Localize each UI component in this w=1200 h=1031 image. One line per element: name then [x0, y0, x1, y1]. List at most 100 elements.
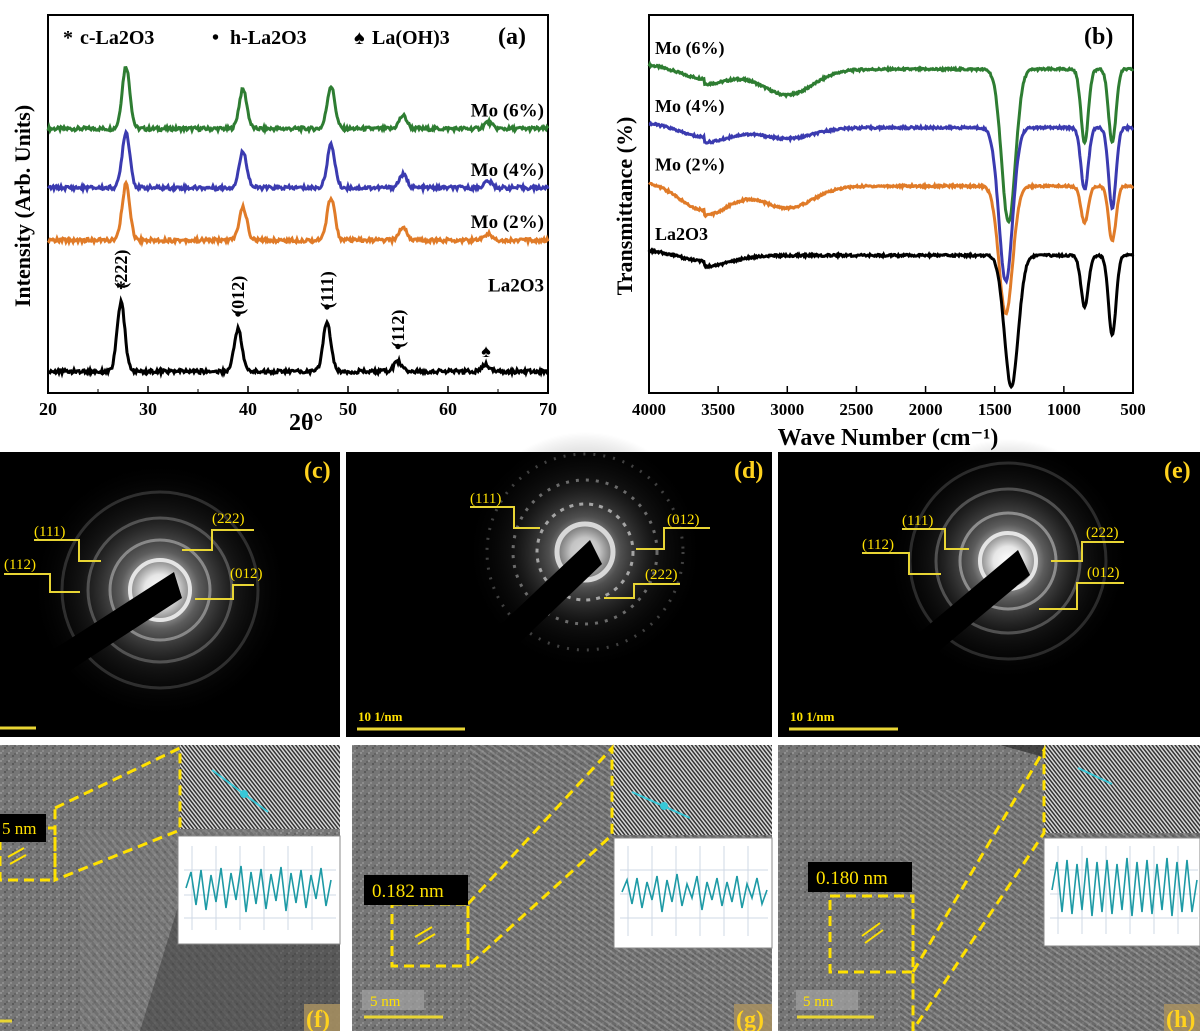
hrtem-h-scale-label-bg [796, 990, 858, 1010]
hrtem-h-zoom-guide [911, 744, 1046, 1031]
xrd-peak-symbol: • [234, 304, 241, 326]
ftir-x-tick-label: 3500 [701, 400, 735, 419]
beam-stopper [868, 550, 1030, 700]
ftir-series-label: La2O3 [655, 224, 708, 244]
saed-d-index-labels: (111) (012) (222) [470, 491, 700, 583]
hrtem-f-fft-inset [180, 745, 340, 829]
ftir-series-labels: Mo (6%) Mo (4%) Mo (2%) La2O3 [655, 38, 724, 244]
saed-c-label-112: (112) [4, 557, 36, 573]
hrtem-g-fringe-mark-2 [417, 933, 436, 945]
saed-panel-c: (111) (112) (222) (012) (c) [0, 452, 340, 737]
ftir-series-line [647, 60, 1135, 225]
hrtem-g-fft-inset [612, 745, 772, 835]
ftir-series-line [648, 181, 1135, 316]
xrd-x-ticks: 20 30 40 50 60 70 [39, 386, 557, 419]
saed-c-index-lines [4, 529, 254, 600]
hrtem-f-fft-line [211, 769, 269, 813]
saed-c-label-111: (111) [34, 524, 65, 540]
xrd-peak-hkl-label: (111) [317, 271, 338, 308]
panel-h-label-bg [1164, 1004, 1200, 1031]
xrd-series-line [47, 295, 550, 379]
xrd-peak-symbol: • [323, 297, 330, 319]
hrtem-g-fft-marker [660, 802, 668, 810]
ftir-x-tick-label: 2500 [839, 400, 873, 419]
saed-panel-d: (111) (012) (222) 10 1/nm (d) [346, 432, 772, 737]
xrd-series-line [47, 128, 550, 196]
xrd-peak-hkl-label: (112) [388, 310, 409, 348]
xrd-panel-a: 20 30 40 50 60 70 Mo (6%)Mo (4%)Mo (2%)La2O3 … [10, 14, 557, 436]
ftir-x-tick-label: 500 [1120, 400, 1146, 419]
hrtem-g-spacing-box [364, 875, 468, 905]
ftir-panel-b: 4000 3500 3000 2500 2000 1500 1000 500 Mo (6%)M… [612, 14, 1146, 451]
hrtem-f-fringe-mark-2 [9, 854, 27, 865]
saed-c-ring-1 [128, 558, 192, 622]
xrd-x-tick-label: 40 [239, 399, 257, 419]
saed-d-scale-text: 10 1/nm [358, 709, 403, 724]
xrd-peak-markers: *(222)•(012) •(111)•(112)♠ [111, 250, 491, 361]
hrtem-h-selection-box [828, 894, 915, 974]
panel-b-label: (b) [1084, 24, 1113, 50]
hrtem-g-scale-text: 5 nm [370, 994, 401, 1010]
legend-cubic-la2o3: c-La2O3 [80, 27, 154, 49]
saed-c-ring-2 [108, 538, 212, 642]
ftir-x-axis-label: Wave Number (cm⁻¹) [778, 425, 999, 451]
ftir-series-label: Mo (2%) [655, 155, 724, 176]
saed-e-label-112: (112) [862, 537, 894, 553]
ftir-x-tick-label: 1000 [1047, 400, 1081, 419]
hrtem-g-spacing-text: 0.182 nm [372, 881, 444, 902]
beam-stopper [28, 572, 182, 690]
saed-d-index-lines [470, 506, 710, 599]
saed-c-label-012: (012) [230, 566, 263, 582]
legend-hex-la2o3: h-La2O3 [230, 27, 307, 49]
hrtem-g-scale-label-bg [362, 990, 424, 1010]
panel-g-label-bg [734, 1004, 772, 1031]
ftir-plot-frame [648, 14, 1134, 394]
saed-d-label-012: (012) [667, 512, 700, 528]
hrtem-f-fringe-mark-1 [7, 847, 25, 858]
xrd-x-tick-label: 30 [139, 399, 157, 419]
xrd-series-group [46, 65, 550, 379]
hrtem-h-spacing-text: 0.180 nm [816, 868, 888, 889]
hrtem-panel-g: 0.182 nm 5 nm (g) [352, 744, 773, 1031]
hrtem-panel-h: 0.180 nm 5 nm (h) [778, 744, 1200, 1031]
saed-e-scale-text: 10 1/nm [790, 709, 835, 724]
saed-c-index-labels: (111) (112) (222) (012) [4, 511, 263, 582]
saed-e-label-012: (012) [1087, 565, 1120, 581]
hrtem-h-profile-inset [1043, 837, 1200, 947]
xrd-series-label: Mo (4%) [471, 160, 544, 181]
xrd-peak-hkl-label: (012) [228, 276, 249, 315]
legend-symbol-hex: • [212, 27, 219, 49]
xrd-series-label: Mo (2%) [471, 212, 544, 233]
saed-c-ring-4 [60, 490, 260, 690]
hrtem-f-spacing-box [0, 814, 46, 842]
hrtem-h-scale-text: 5 nm [803, 994, 834, 1010]
hrtem-f-selection-box [0, 826, 57, 882]
ftir-x-tick-label: 3000 [770, 400, 804, 419]
hrtem-g-fringe-mark-1 [414, 926, 433, 938]
xrd-x-axis-label: 2θ° [289, 410, 323, 436]
legend-symbol-hydroxide: ♠ [354, 27, 365, 49]
saed-d-label-222: (222) [645, 567, 678, 583]
ftir-y-axis-label: Transmittance (%) [612, 117, 637, 296]
ftir-series-group [647, 60, 1135, 390]
xrd-y-axis-label: Intensity (Arb. Units) [10, 105, 35, 307]
saed-e-label-111: (111) [902, 513, 933, 529]
panel-d-label: (d) [734, 458, 763, 484]
saed-d-ring-4 [485, 452, 685, 652]
saed-d-label-111: (111) [470, 491, 501, 507]
hrtem-f-profile-inset [177, 835, 341, 945]
panel-h-label: (h) [1166, 1007, 1195, 1031]
xrd-peak-symbol: ♠ [481, 341, 491, 361]
panel-e-label: (e) [1164, 458, 1191, 484]
xrd-series-label: Mo (6%) [471, 101, 544, 122]
ftir-x-ticks: 4000 3500 3000 2500 2000 1500 1000 500 [632, 386, 1146, 419]
saed-panel-e: (111) (112) (222) (012) 10 1/nm (e) [778, 439, 1200, 737]
ftir-series-line [648, 120, 1135, 285]
panel-a-label: (a) [498, 24, 526, 50]
xrd-x-tick-label: 70 [539, 399, 557, 419]
hrtem-g-profile-inset [613, 837, 773, 949]
hrtem-f-fft-marker [240, 790, 248, 798]
ftir-series-line [647, 247, 1135, 390]
xrd-series-line [46, 65, 550, 136]
